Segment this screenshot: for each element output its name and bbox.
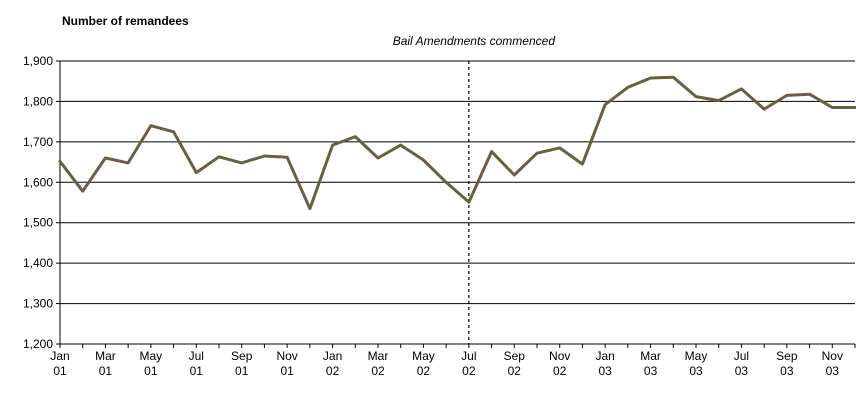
x-tick-label-year: 02 [371, 364, 385, 378]
x-tick-label-year: 02 [417, 364, 431, 378]
x-tick-label-month: Jul [189, 349, 204, 363]
y-axis-ticks: 1,200 1,300 1,400 1,500 1,600 1,700 1,800 1,900 [23, 54, 60, 351]
data-point [58, 160, 62, 163]
x-tick-label-year: 03 [689, 364, 703, 378]
y-tick-label: 1,700 [23, 135, 53, 149]
data-point [672, 75, 675, 79]
data-point [195, 171, 198, 174]
data-point [104, 156, 107, 160]
data-point [263, 154, 266, 158]
x-tick-label-year: 02 [462, 364, 476, 378]
data-point [376, 156, 380, 160]
data-point [831, 106, 834, 109]
data-point [762, 107, 766, 111]
y-tick-label: 1,600 [23, 175, 53, 189]
x-tick-label-month: Mar [640, 349, 661, 363]
y-tick-label: 1,800 [23, 94, 53, 108]
data-point [535, 151, 539, 155]
x-tick-label-month: Nov [822, 349, 843, 363]
axes [59, 61, 856, 348]
x-tick-label-year: 01 [53, 364, 67, 378]
x-tick-label-month: Nov [276, 349, 297, 363]
data-point [217, 155, 221, 159]
gridlines [60, 60, 855, 305]
data-point [467, 200, 471, 204]
data-point [149, 124, 153, 127]
annotation-label: Bail Amendments commenced [393, 34, 556, 48]
y-tick-label: 1,300 [23, 297, 53, 311]
data-point [308, 207, 312, 210]
x-tick-label-month: May [685, 349, 708, 363]
data-point [581, 162, 584, 166]
x-tick-label-month: Jan [50, 349, 69, 363]
x-tick-label-year: 02 [508, 364, 522, 378]
data-point [740, 87, 743, 91]
x-tick-label-month: Jul [734, 349, 749, 363]
data-point [717, 99, 720, 102]
data-point [331, 143, 334, 147]
data-point [603, 103, 607, 106]
data-point [354, 135, 357, 138]
x-tick-label-year: 03 [598, 364, 612, 378]
data-point [626, 86, 630, 89]
data-point [785, 94, 789, 97]
x-tick-label-year: 02 [553, 364, 567, 378]
x-tick-label-year: 01 [235, 364, 249, 378]
y-tick-label: 1,400 [23, 256, 53, 270]
data-point [558, 146, 561, 150]
x-tick-label-year: 01 [280, 364, 294, 378]
x-tick-label-month: Sep [231, 349, 253, 363]
x-tick-label-year: 01 [144, 364, 158, 378]
x-tick-label-year: 02 [326, 364, 340, 378]
data-point [172, 130, 175, 133]
series-line [58, 75, 856, 211]
x-tick-label-month: Mar [95, 349, 116, 363]
y-axis-title: Number of remandees [62, 14, 189, 28]
data-point [126, 161, 130, 165]
y-tick-label: 1,500 [23, 216, 53, 230]
annotations: Bail Amendments commenced [393, 34, 556, 344]
x-tick-label-year: 03 [735, 364, 749, 378]
data-point [490, 150, 493, 153]
data-point [649, 76, 652, 80]
data-point [240, 161, 243, 165]
x-tick-label-year: 01 [190, 364, 204, 378]
x-tick-label-year: 01 [99, 364, 113, 378]
data-point [399, 143, 402, 147]
x-tick-label-month: Jul [461, 349, 476, 363]
x-tick-label-month: Jan [595, 349, 614, 363]
data-point [694, 95, 698, 98]
x-tick-label-month: May [140, 349, 163, 363]
data-point [444, 181, 448, 184]
data-point [853, 106, 856, 109]
data-point [422, 158, 425, 162]
x-tick-label-month: May [412, 349, 435, 363]
x-tick-label-month: Nov [549, 349, 570, 363]
series-layer [58, 75, 856, 211]
data-point [513, 173, 516, 177]
x-tick-label-year: 03 [780, 364, 794, 378]
x-tick-label-month: Sep [504, 349, 526, 363]
y-tick-label: 1,200 [23, 337, 53, 351]
x-tick-label-month: Sep [776, 349, 798, 363]
x-tick-label-month: Jan [323, 349, 342, 363]
x-axis-ticks: Jan01Mar01May01Jul01Sep01Nov01Jan02Mar02… [50, 349, 843, 378]
x-tick-label-year: 03 [644, 364, 658, 378]
x-tick-label-year: 03 [826, 364, 840, 378]
x-tick-label-month: Mar [368, 349, 389, 363]
data-point [81, 189, 84, 193]
y-tick-label: 1,900 [23, 54, 53, 68]
data-point [285, 156, 289, 159]
data-point [808, 92, 811, 96]
